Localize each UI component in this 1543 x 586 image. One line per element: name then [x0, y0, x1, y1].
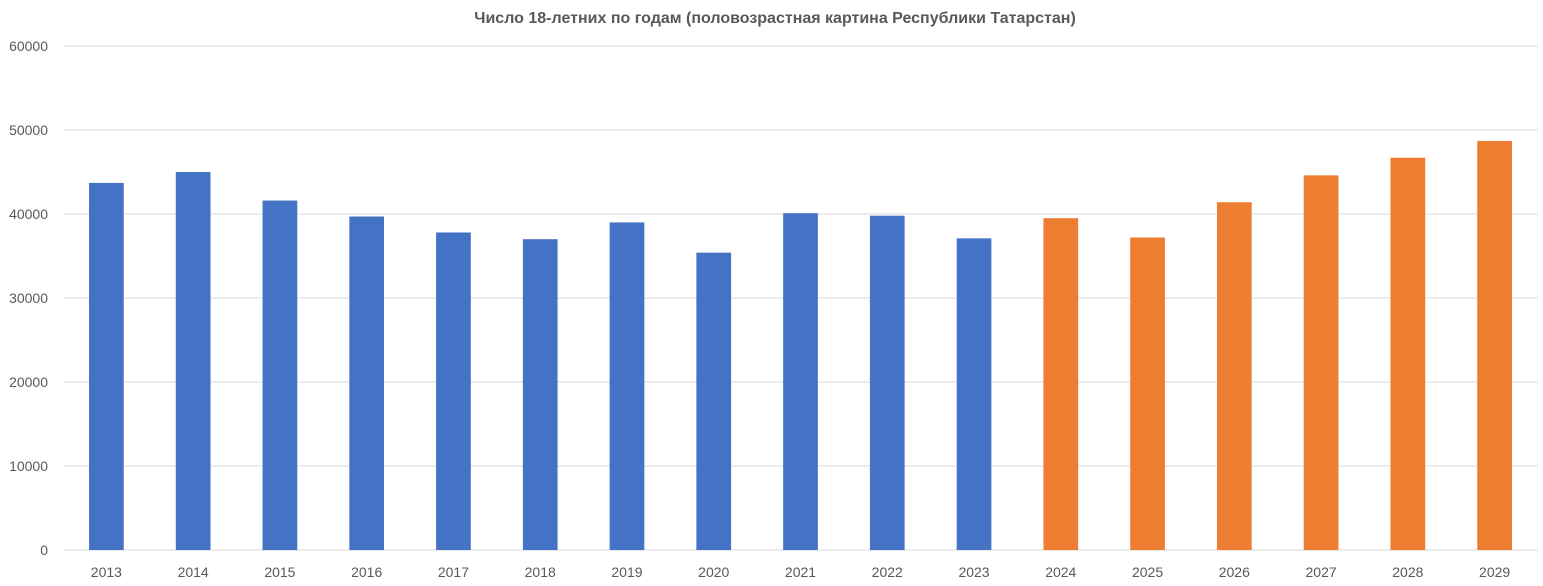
- bar-2027: [1303, 175, 1339, 551]
- x-tick-label: 2020: [698, 564, 729, 580]
- bar-2013: [89, 182, 124, 551]
- x-tick-label: 2021: [785, 564, 816, 580]
- bar-2021: [783, 213, 818, 550]
- bar-2014: [175, 172, 211, 550]
- bar-2019: [609, 222, 645, 550]
- x-tick-label: 2014: [178, 564, 209, 580]
- x-tick-label: 2018: [525, 564, 556, 580]
- x-tick-label: 2026: [1219, 564, 1250, 580]
- x-tick-label: 2023: [958, 564, 989, 580]
- bar-2029: [1477, 140, 1512, 551]
- x-tick-label: 2029: [1479, 564, 1510, 580]
- y-tick-label: 60000: [9, 38, 48, 54]
- x-axis-ticks: 2013 2014 2015 2016 2017 2018 2019 2020 2021 2022…: [91, 564, 1511, 580]
- x-tick-label: 2025: [1132, 564, 1163, 580]
- x-tick-label: 2028: [1392, 564, 1423, 580]
- y-tick-label: 0: [40, 542, 48, 558]
- bar-2028: [1390, 157, 1426, 550]
- y-tick-label: 30000: [9, 290, 48, 306]
- x-tick-label: 2013: [91, 564, 122, 580]
- bar-2016: [349, 216, 385, 550]
- bar-2017: [436, 232, 471, 551]
- x-tick-label: 2019: [611, 564, 642, 580]
- x-tick-label: 2017: [438, 564, 469, 580]
- y-tick-label: 20000: [9, 374, 48, 390]
- y-axis-ticks: 0 10000 20000 30000 40000 50000 60000: [9, 38, 48, 558]
- x-tick-label: 2027: [1306, 564, 1337, 580]
- y-tick-label: 10000: [9, 458, 48, 474]
- bar-2022: [869, 215, 905, 550]
- bar-2026: [1216, 202, 1252, 551]
- y-tick-label: 50000: [9, 122, 48, 138]
- x-tick-label: 2016: [351, 564, 382, 580]
- chart-title: Число 18-летних по годам (половозрастная…: [474, 10, 1076, 27]
- bar-2023: [956, 238, 992, 551]
- bar-2025: [1130, 237, 1165, 550]
- bar-2020: [696, 252, 732, 550]
- x-tick-label: 2024: [1045, 564, 1076, 580]
- bar-2024: [1043, 218, 1079, 550]
- y-tick-label: 40000: [9, 206, 48, 222]
- x-tick-label: 2022: [872, 564, 903, 580]
- bar-2018: [522, 239, 558, 550]
- bars: [89, 140, 1512, 551]
- bar-2015: [262, 200, 298, 550]
- x-tick-label: 2015: [264, 564, 295, 580]
